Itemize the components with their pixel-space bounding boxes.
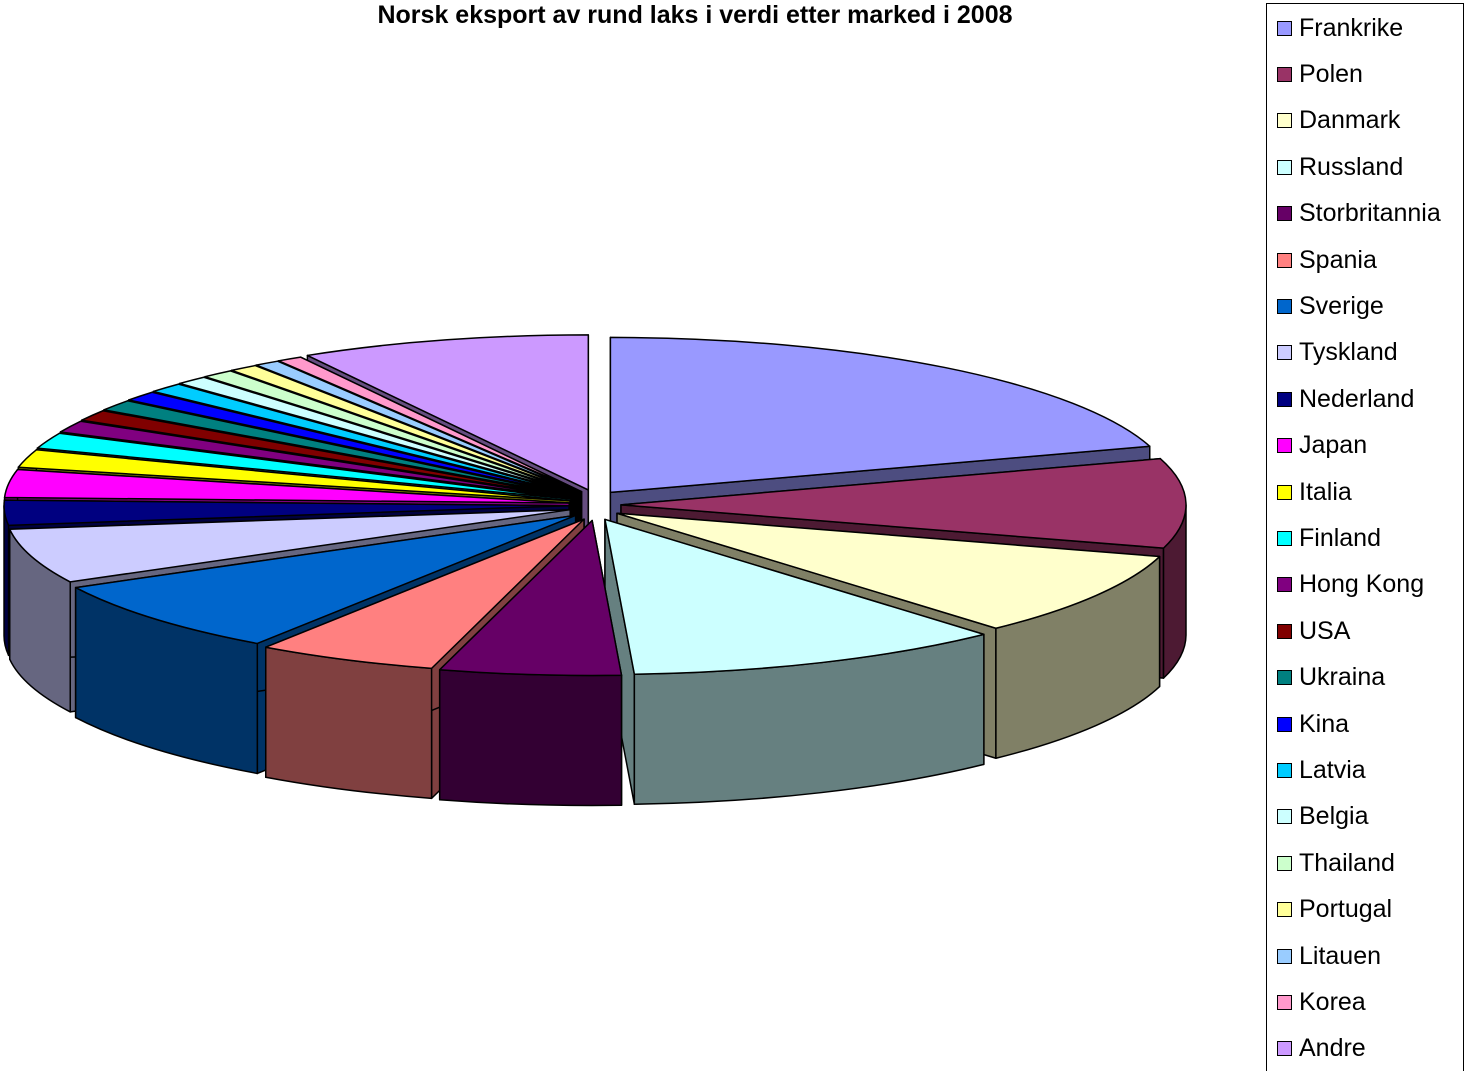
legend-label: Thailand xyxy=(1299,848,1395,877)
legend-swatch xyxy=(1277,762,1292,778)
legend-item-nederland: Nederland xyxy=(1277,384,1414,414)
legend-label: Danmark xyxy=(1299,106,1401,135)
legend-item-belgia: Belgia xyxy=(1277,802,1369,832)
legend-label: Nederland xyxy=(1299,384,1415,413)
legend-item-andre: Andre xyxy=(1277,1034,1366,1064)
legend-swatch xyxy=(1277,391,1292,407)
legend-label: Kina xyxy=(1299,709,1350,738)
legend-item-italia: Italia xyxy=(1277,477,1352,507)
legend-label: Finland xyxy=(1299,523,1381,552)
legend-item-storbritannia: Storbritannia xyxy=(1277,199,1441,229)
legend-label: Italia xyxy=(1299,477,1352,506)
legend-swatch xyxy=(1277,66,1292,82)
pie-chart xyxy=(3,334,1187,807)
legend-swatch xyxy=(1277,809,1292,825)
legend-swatch xyxy=(1277,113,1292,129)
legend-label: Portugal xyxy=(1299,895,1393,924)
legend-label: Russland xyxy=(1299,152,1404,181)
legend-item-hong-kong: Hong Kong xyxy=(1277,570,1424,600)
legend-item-tyskland: Tyskland xyxy=(1277,338,1398,368)
legend-item-litauen: Litauen xyxy=(1277,941,1381,971)
pie-slice-storbritannia xyxy=(438,519,623,807)
legend-label: Tyskland xyxy=(1299,338,1398,367)
legend-item-polen: Polen xyxy=(1277,59,1363,89)
legend-item-russland: Russland xyxy=(1277,152,1403,182)
legend-swatch xyxy=(1277,345,1292,361)
legend-swatch xyxy=(1277,948,1292,964)
legend-item-spania: Spania xyxy=(1277,245,1377,275)
legend-label: Litauen xyxy=(1299,941,1382,970)
legend-swatch xyxy=(1277,577,1292,593)
pie-slice-sverige xyxy=(74,514,577,775)
legend-swatch xyxy=(1277,994,1292,1010)
legend-label: Hong Kong xyxy=(1299,570,1425,599)
legend-label: Ukraina xyxy=(1299,663,1386,692)
legend-swatch xyxy=(1277,1041,1292,1057)
legend-swatch xyxy=(1277,20,1292,36)
legend-label: Andre xyxy=(1299,1034,1366,1063)
legend-label: Japan xyxy=(1299,431,1368,460)
legend-item-danmark: Danmark xyxy=(1277,106,1400,136)
legend-label: Frankrike xyxy=(1299,13,1404,42)
legend-swatch xyxy=(1277,206,1292,222)
legend-label: Storbritannia xyxy=(1299,199,1441,228)
legend-item-finland: Finland xyxy=(1277,523,1381,553)
legend-swatch xyxy=(1277,716,1292,732)
legend-swatch xyxy=(1277,438,1292,454)
legend-label: Korea xyxy=(1299,987,1366,1016)
legend-item-kina: Kina xyxy=(1277,709,1349,739)
legend-swatch xyxy=(1277,484,1292,500)
legend-item-korea: Korea xyxy=(1277,987,1366,1017)
legend-item-portugal: Portugal xyxy=(1277,895,1392,925)
legend-swatch xyxy=(1277,623,1292,639)
legend-item-thailand: Thailand xyxy=(1277,848,1395,878)
legend-label: Spania xyxy=(1299,245,1377,274)
legend-label: Sverige xyxy=(1299,291,1384,320)
legend-label: USA xyxy=(1299,616,1351,645)
legend-item-frankrike: Frankrike xyxy=(1277,13,1403,43)
legend-swatch xyxy=(1277,252,1292,268)
legend-swatch xyxy=(1277,670,1292,686)
chart-title: Norsk eksport av rund laks i verdi etter… xyxy=(377,1,1013,29)
legend-label: Latvia xyxy=(1299,755,1366,784)
legend-item-usa: USA xyxy=(1277,616,1350,646)
legend-label: Belgia xyxy=(1299,802,1369,831)
legend-item-japan: Japan xyxy=(1277,431,1367,461)
legend-swatch xyxy=(1277,855,1292,871)
legend-item-ukraina: Ukraina xyxy=(1277,663,1385,693)
legend-item-latvia: Latvia xyxy=(1277,755,1366,785)
legend-item-sverige: Sverige xyxy=(1277,291,1384,321)
legend-swatch xyxy=(1277,902,1292,918)
legend-swatch xyxy=(1277,159,1292,175)
legend-swatch xyxy=(1277,298,1292,314)
legend-swatch xyxy=(1277,530,1292,546)
legend-label: Polen xyxy=(1299,59,1363,88)
legend: Frankrike Polen Danmark Russland Storbritann… xyxy=(1266,3,1464,1071)
